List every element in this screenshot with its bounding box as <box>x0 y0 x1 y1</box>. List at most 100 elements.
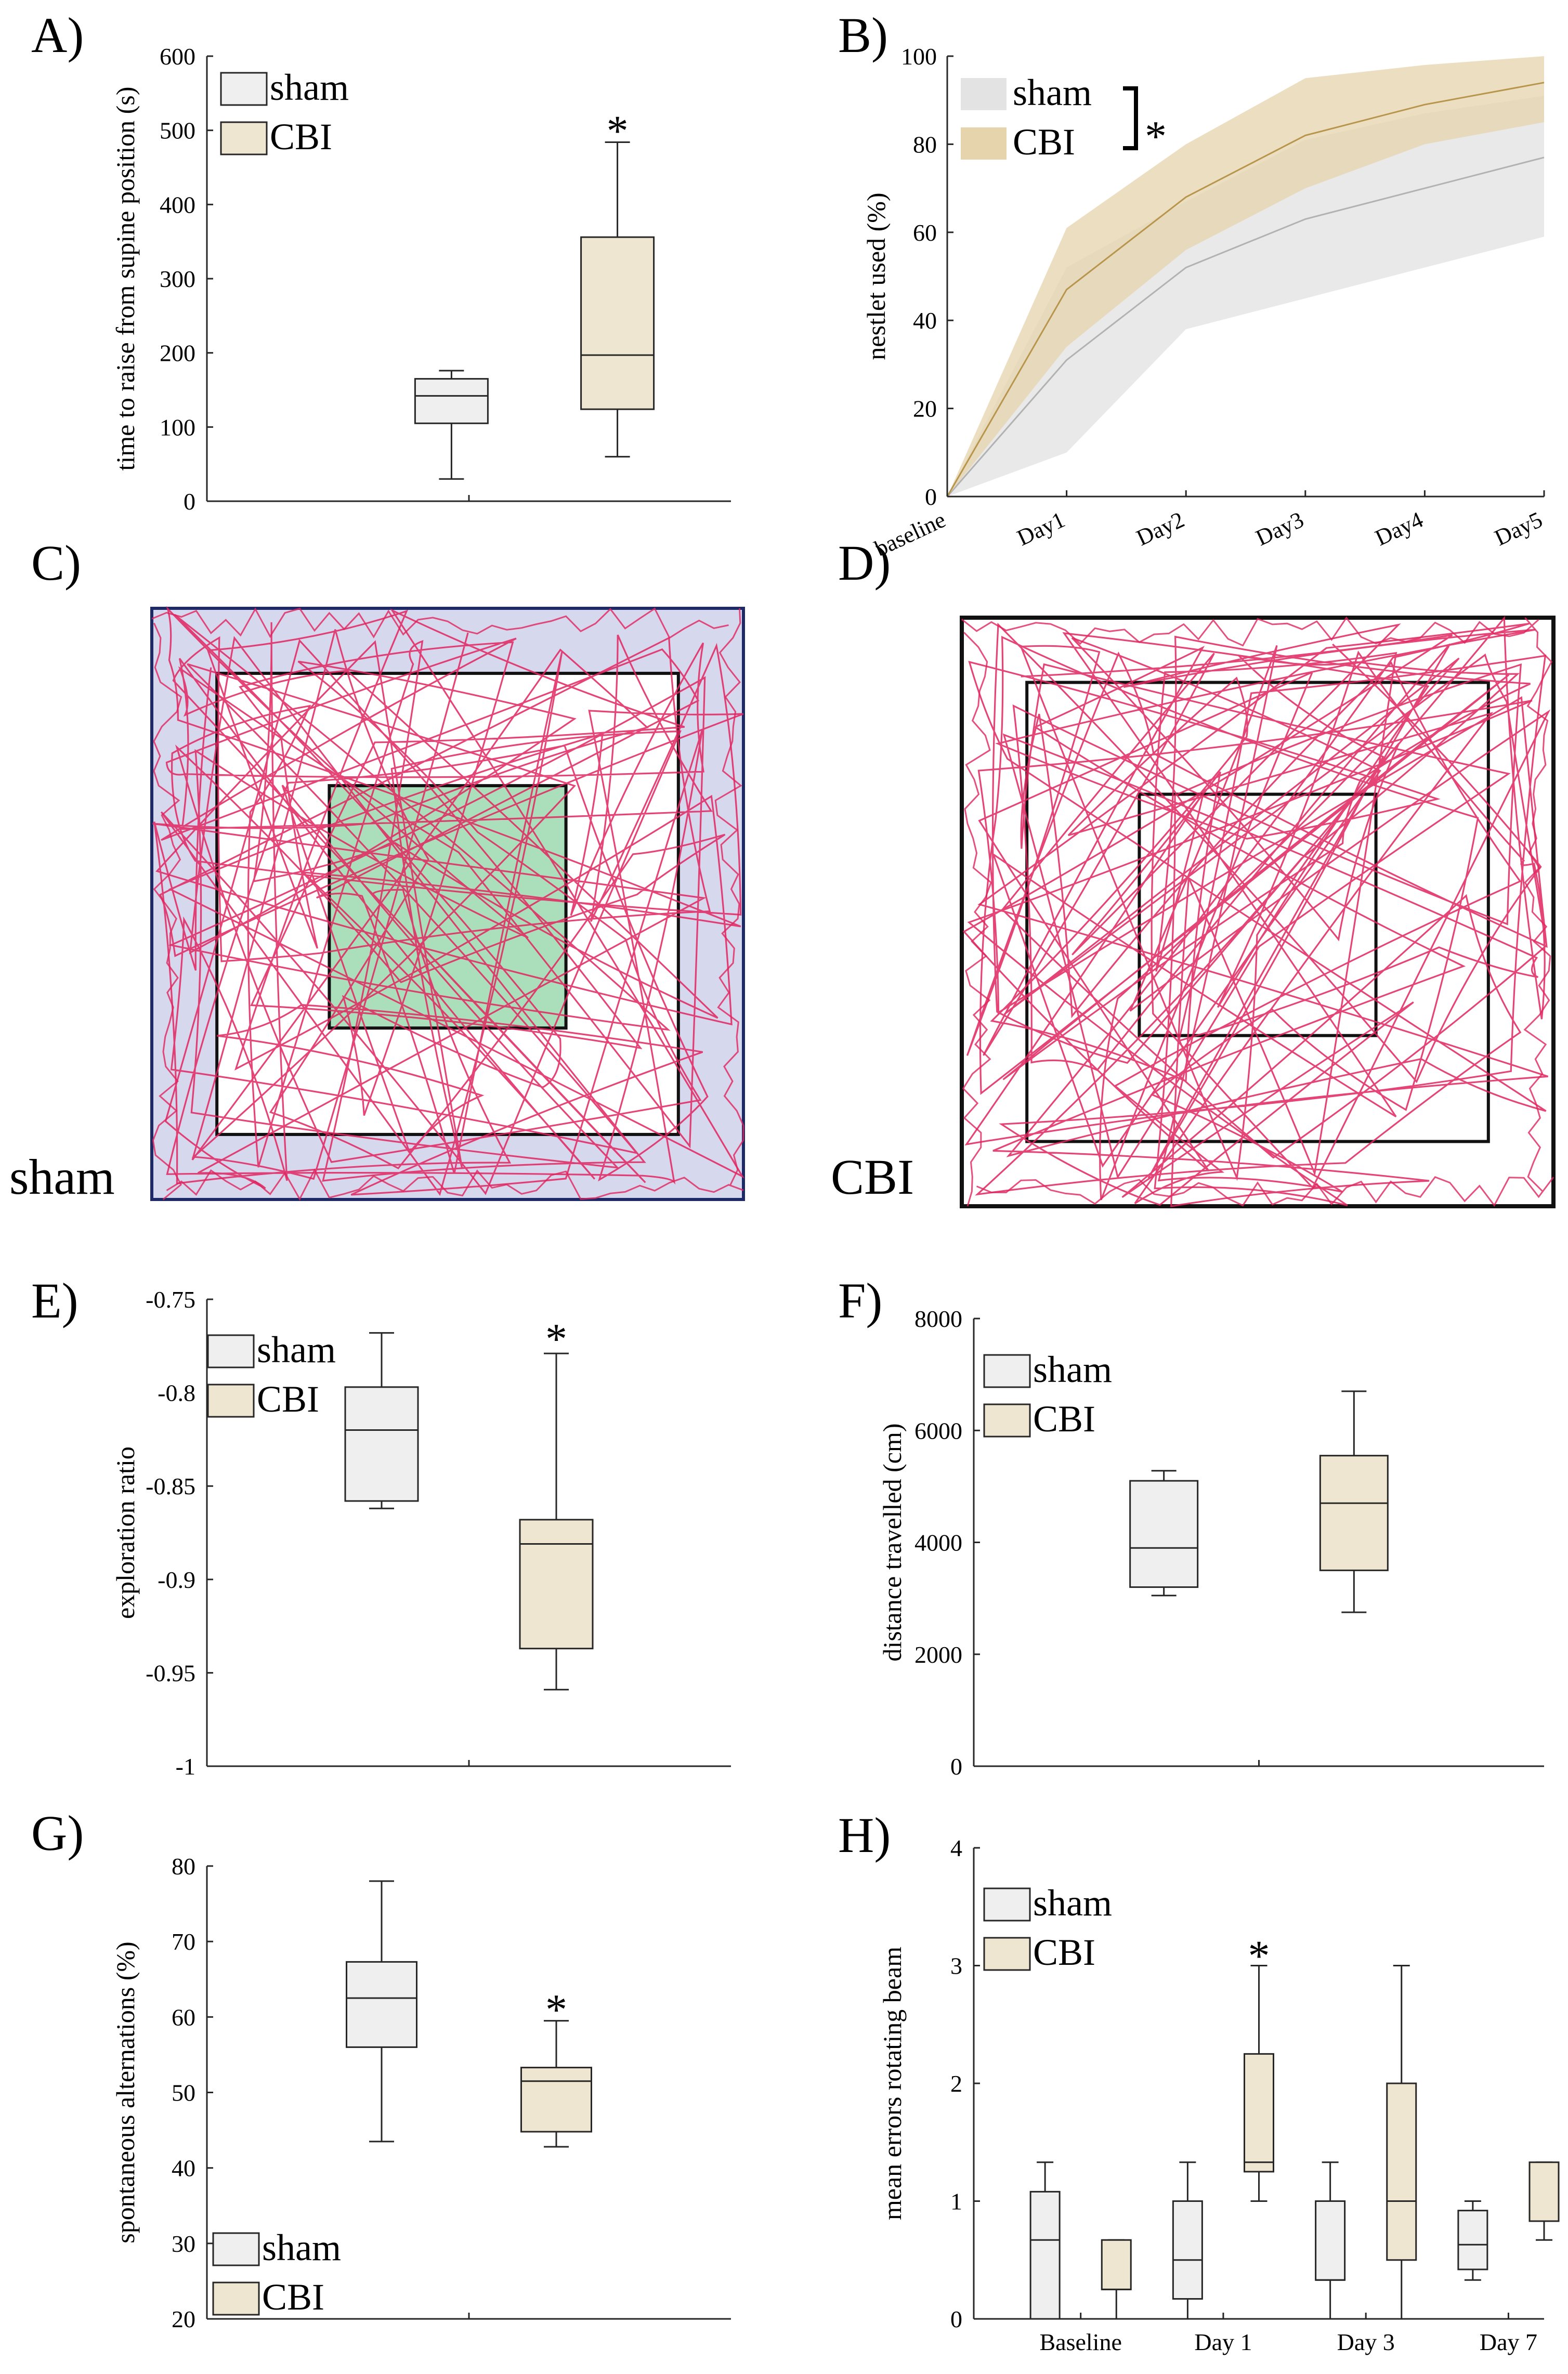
panel-label: A) <box>31 7 84 63</box>
panel-label: G) <box>31 1805 84 1861</box>
y-tick-label: -0.8 <box>158 1380 195 1406</box>
group-label: sham <box>9 1149 115 1205</box>
y-tick-label: 2000 <box>914 1641 962 1668</box>
wall-trajectory <box>961 616 1554 1207</box>
legend-label-cbi: CBI <box>270 116 332 158</box>
legend-label-cbi: CBI <box>257 1378 319 1420</box>
legend-label-sham: sham <box>1033 1882 1112 1924</box>
legend-label-sham: sham <box>270 67 349 108</box>
box-sham <box>1029 2161 1061 2320</box>
y-tick-label: 600 <box>160 43 195 70</box>
box-sham <box>346 1880 417 2143</box>
iqr-box <box>1528 2161 1560 2222</box>
y-tick-label: 300 <box>160 266 195 292</box>
legend-label-sham: sham <box>257 1329 336 1371</box>
legend-label-cbi: CBI <box>1033 1398 1095 1440</box>
y-tick-label: 4000 <box>914 1530 962 1556</box>
legend-swatch-cbi <box>212 2281 260 2316</box>
y-tick-label: 0 <box>184 488 195 515</box>
box-cbi <box>580 141 655 458</box>
box-cbi <box>519 1352 594 1691</box>
y-tick-label: 2 <box>950 2070 962 2097</box>
panel-label: D) <box>838 535 891 591</box>
box-sham <box>344 1332 419 1509</box>
legend-label-sham: sham <box>262 2227 341 2268</box>
panel-A: 0 100 200 300 400 500 600 time to raise from su… <box>31 7 731 515</box>
panel-H: 0 1 2 3 4 mean errors rotating beam H) Baseline… <box>838 1807 1560 2355</box>
iqr-box <box>1101 2239 1132 2290</box>
significance-marker: * <box>1248 1932 1270 1980</box>
legend-label-sham: sham <box>1013 72 1092 113</box>
y-tick-label: 20 <box>913 396 937 422</box>
legend-swatch-cbi <box>961 127 1007 160</box>
wall-trajectory <box>151 607 744 1201</box>
y-tick-label: -0.85 <box>146 1473 195 1499</box>
box-cbi <box>1528 2161 1560 2241</box>
y-tick-label: 200 <box>160 340 195 367</box>
legend-swatch-cbi <box>983 1937 1031 1971</box>
legend-swatch-sham <box>212 2232 260 2266</box>
panel-D: D) CBI <box>831 535 1556 1208</box>
y-tick-label: 40 <box>172 2155 195 2182</box>
y-tick-label: -0.9 <box>158 1567 195 1593</box>
mean-line-cbi <box>946 82 1545 497</box>
box-sham <box>1172 2161 1203 2320</box>
x-tick-label: Day 7 <box>1480 2329 1537 2355</box>
iqr-box <box>346 1961 417 2048</box>
box-sham <box>1129 1470 1199 1597</box>
y-tick-label: -0.95 <box>146 1660 195 1686</box>
panel-label: C) <box>31 535 81 591</box>
iqr-box <box>1172 2200 1203 2300</box>
x-tick-label: Day5 <box>1491 507 1546 551</box>
y-tick-label: 100 <box>901 43 937 70</box>
panel-label: B) <box>838 7 888 63</box>
iqr-box <box>1386 2082 1417 2261</box>
y-tick-label: 8000 <box>914 1306 962 1332</box>
y-axis-label: nestlet used (%) <box>861 192 891 360</box>
legend-label-cbi: CBI <box>1033 1932 1095 1973</box>
y-tick-label: 4 <box>950 1835 962 1861</box>
box-cbi <box>1319 1390 1389 1613</box>
y-tick-label: 500 <box>160 118 195 144</box>
y-tick-label: 3 <box>950 1953 962 1979</box>
y-tick-label: 70 <box>172 1928 195 1955</box>
legend-swatch-sham <box>961 78 1007 110</box>
iqr-box <box>519 1519 594 1650</box>
y-axis-label: spontaneous alternations (%) <box>111 1941 140 2243</box>
y-tick-label: 30 <box>172 2230 195 2257</box>
box-cbi <box>520 2020 592 2148</box>
y-tick-label: 60 <box>172 2004 195 2030</box>
y-tick-label: 1 <box>950 2188 962 2215</box>
x-tick-label: Day4 <box>1371 507 1427 551</box>
iqr-box <box>520 2067 592 2133</box>
x-tick-label: Day2 <box>1132 507 1188 551</box>
iqr-box <box>1319 1455 1389 1571</box>
mean-line-sham <box>946 156 1545 497</box>
legend-label-sham: sham <box>1033 1349 1112 1390</box>
y-axis-label: time to raise from supine position (s) <box>111 87 140 471</box>
significance-marker: * <box>607 107 629 155</box>
x-tick-label: Day 3 <box>1337 2329 1395 2355</box>
iqr-box <box>414 378 489 424</box>
y-tick-label: 80 <box>172 1853 195 1880</box>
legend-swatch-sham <box>983 1887 1031 1922</box>
legend-swatch-cbi <box>207 1384 255 1418</box>
legend-swatch-cbi <box>983 1403 1031 1438</box>
legend-swatch-sham <box>983 1354 1031 1388</box>
y-tick-label: 40 <box>913 307 937 334</box>
y-tick-label: 400 <box>160 191 195 218</box>
y-tick-label: -0.75 <box>146 1286 195 1313</box>
significance-marker: * <box>1145 112 1167 161</box>
iqr-box <box>344 1386 419 1502</box>
legend-swatch-sham <box>207 1334 255 1368</box>
box-sham <box>414 370 489 480</box>
iqr-box <box>1315 2200 1346 2281</box>
legend-label-cbi: CBI <box>262 2276 324 2318</box>
band-cbi <box>947 56 1544 497</box>
significance-marker: * <box>545 1986 567 2034</box>
panel-label: E) <box>31 1273 79 1328</box>
significance-bracket <box>1123 86 1138 150</box>
legend-swatch-cbi <box>220 121 268 155</box>
